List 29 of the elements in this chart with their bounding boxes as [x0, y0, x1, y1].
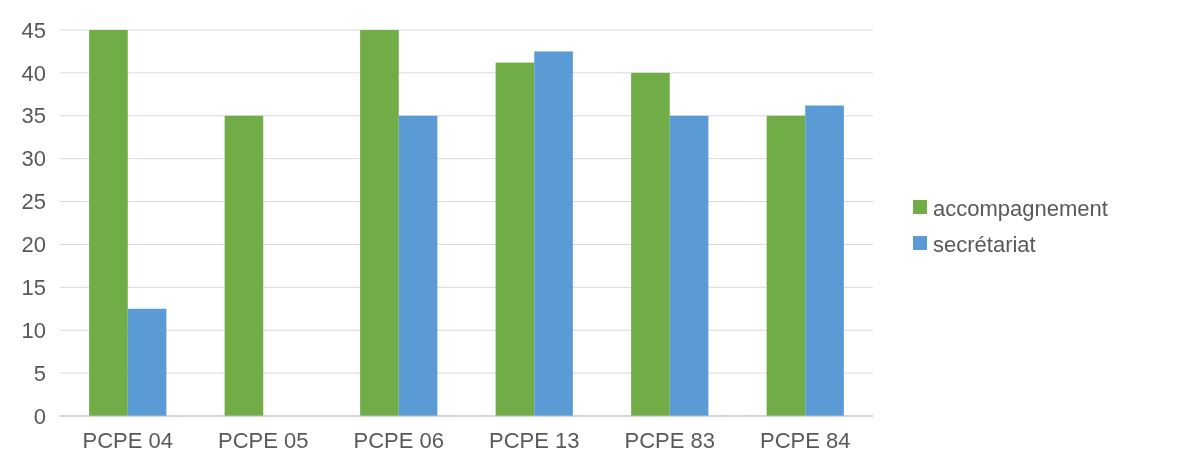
bar	[127, 308, 167, 416]
y-tick-label: 45	[21, 17, 46, 43]
bar	[224, 115, 264, 416]
bar	[534, 51, 573, 416]
y-tick-label: 10	[21, 317, 46, 343]
bar	[805, 105, 844, 416]
bar	[360, 30, 399, 416]
x-tick-label: PCPE 06	[353, 428, 444, 453]
bar	[669, 115, 709, 416]
y-tick-label: 20	[21, 232, 46, 258]
legend-label: secrétariat	[933, 231, 1036, 257]
y-tick-label: 0	[33, 403, 46, 429]
y-tick-label: 25	[21, 189, 46, 215]
y-tick-label: 35	[21, 103, 46, 129]
x-tick-label: PCPE 04	[82, 428, 173, 453]
x-tick-label: PCPE 05	[218, 428, 309, 453]
x-tick-label: PCPE 13	[489, 428, 580, 453]
y-tick-label: 30	[21, 146, 46, 172]
y-tick-label: 40	[21, 60, 46, 86]
bar	[766, 115, 806, 416]
y-tick-label: 5	[33, 360, 46, 386]
y-tick-label: 15	[21, 275, 46, 301]
bar	[89, 30, 128, 416]
x-tick-label: PCPE 84	[760, 428, 851, 453]
bar	[398, 115, 438, 416]
bar	[631, 72, 670, 416]
legend-label: accompagnement	[933, 195, 1108, 221]
bar	[495, 62, 535, 416]
x-tick-label: PCPE 83	[624, 428, 715, 453]
